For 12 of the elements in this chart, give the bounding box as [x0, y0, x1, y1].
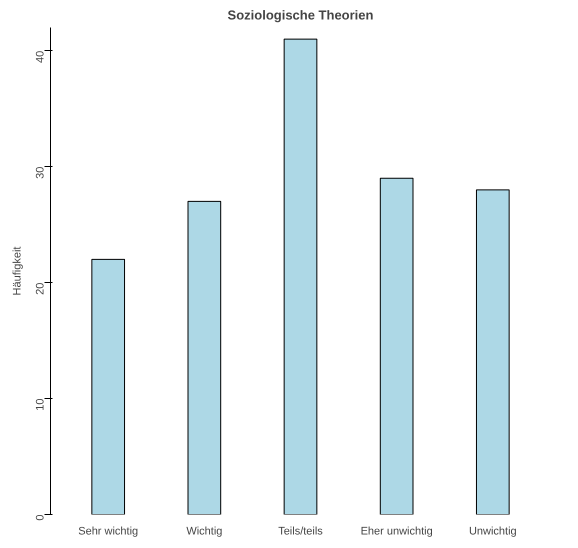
y-tick-label: 40 — [34, 50, 46, 63]
x-tick-label: Teils/teils — [278, 526, 324, 538]
x-tick-label: Eher unwichtig — [360, 526, 433, 538]
y-tick-label: 20 — [34, 282, 46, 295]
y-tick-label: 30 — [34, 166, 46, 179]
y-tick-label: 0 — [34, 514, 46, 521]
x-tick-label: Wichtig — [186, 526, 222, 538]
y-axis-title: Häufigkeit — [12, 246, 24, 296]
x-tick-label: Unwichtig — [468, 526, 517, 538]
y-tick-label: 10 — [34, 398, 46, 411]
x-tick-label: Sehr wichtig — [78, 526, 138, 538]
chart-title: Soziologische Theorien — [228, 8, 374, 22]
